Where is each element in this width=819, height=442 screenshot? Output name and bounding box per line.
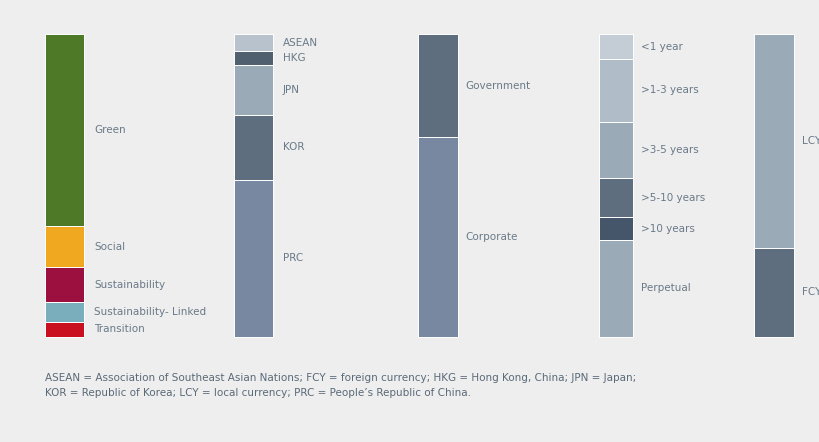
Text: PRC: PRC [283,253,303,263]
Bar [45,34,84,226]
Text: >3-5 years: >3-5 years [640,145,698,155]
Bar [45,267,84,302]
Bar [598,34,632,59]
Text: Green: Green [94,126,126,135]
Bar [45,226,84,267]
Text: Government: Government [465,81,530,91]
Bar [233,51,273,65]
Text: >5-10 years: >5-10 years [640,193,704,203]
Bar [598,217,632,240]
Bar [753,34,793,248]
Bar [418,137,457,337]
Bar [233,114,273,179]
Bar [233,179,273,337]
Text: Corporate: Corporate [465,232,518,242]
Text: ASEAN = Association of Southeast Asian Nations; FCY = foreign currency; HKG = Ho: ASEAN = Association of Southeast Asian N… [45,373,636,398]
Text: <1 year: <1 year [640,42,682,52]
Text: KOR: KOR [283,142,304,152]
Text: >1-3 years: >1-3 years [640,85,698,95]
Text: >10 years: >10 years [640,224,695,234]
Bar [598,240,632,337]
Bar [598,178,632,217]
Text: Transition: Transition [94,324,145,334]
Text: HKG: HKG [283,53,305,63]
Text: ASEAN: ASEAN [283,38,318,48]
Bar [598,122,632,178]
Bar [753,248,793,337]
Text: Perpetual: Perpetual [640,283,690,293]
Bar [45,322,84,337]
Text: Social: Social [94,242,125,252]
Text: LCY: LCY [801,136,819,146]
Bar [233,34,273,51]
Text: Sustainability- Linked: Sustainability- Linked [94,307,206,317]
Bar [45,302,84,322]
Text: Sustainability: Sustainability [94,280,165,290]
Text: JPN: JPN [283,85,300,95]
Text: FCY: FCY [801,287,819,297]
Bar [598,59,632,122]
Bar [233,65,273,114]
Bar [418,34,457,137]
